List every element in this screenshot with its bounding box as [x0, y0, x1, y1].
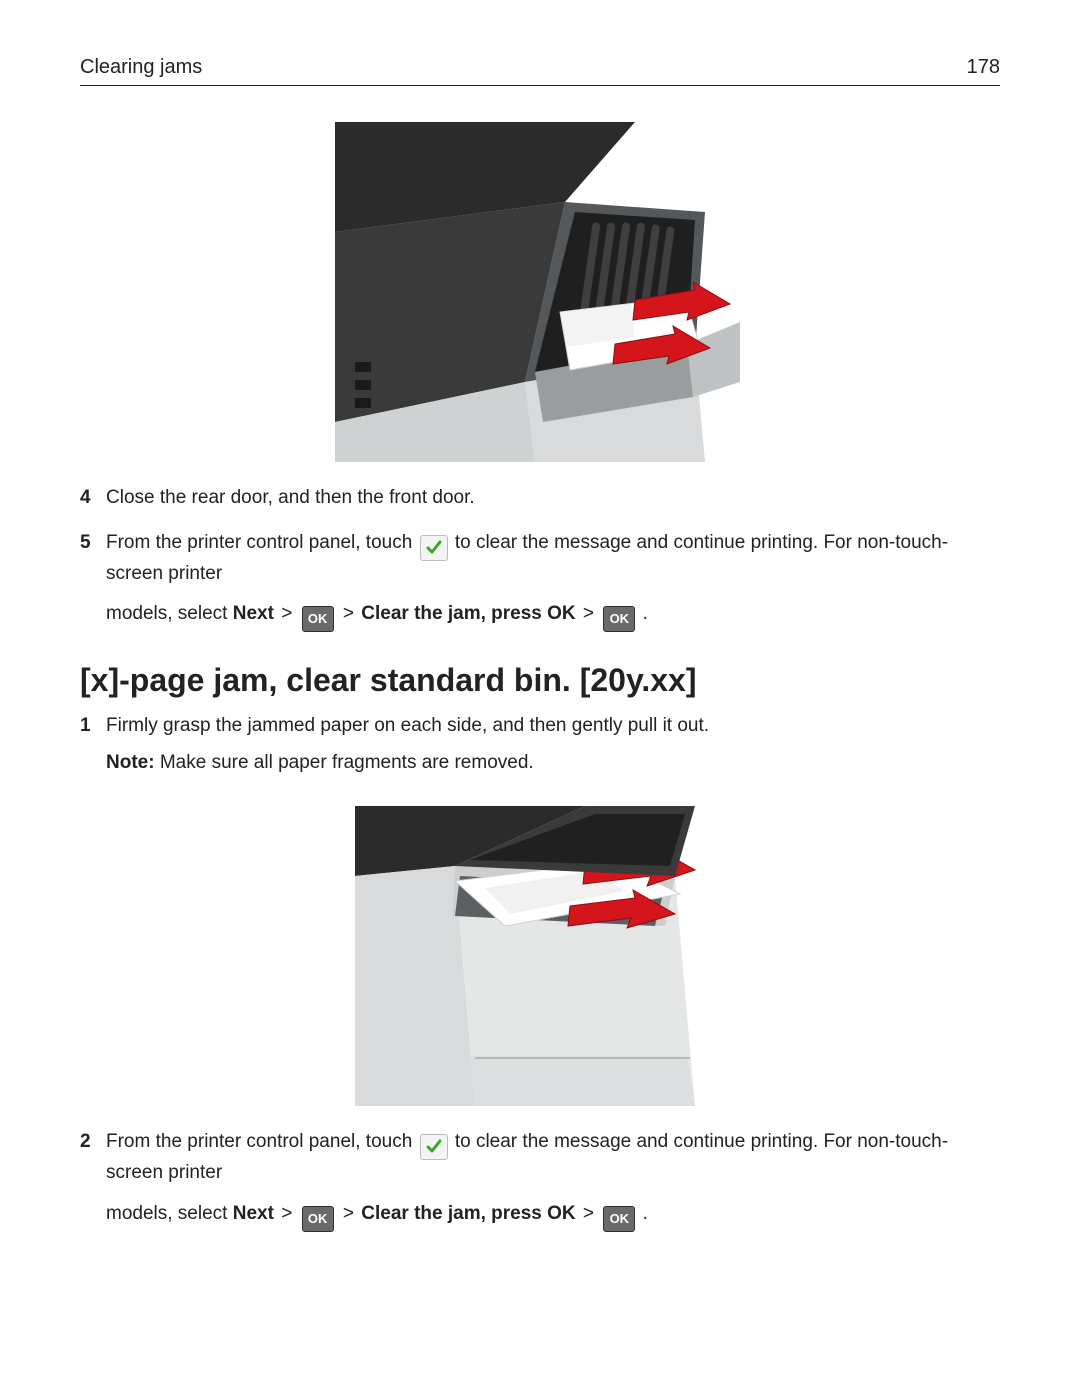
- running-header: Clearing jams 178: [80, 56, 1000, 86]
- text: models, select: [106, 603, 233, 624]
- figure-standard-bin-jam: [80, 806, 1000, 1111]
- text: From the printer control panel, touch: [106, 532, 418, 553]
- step-body: Firmly grasp the jammed paper on each si…: [106, 713, 1000, 776]
- figure-rear-door-jam: [80, 122, 1000, 467]
- note: Note: Make sure all paper fragments are …: [106, 750, 1000, 777]
- step-number: 5: [80, 530, 106, 633]
- checkmark-icon: [420, 1134, 448, 1160]
- text: From the printer control panel, touch: [106, 1131, 418, 1152]
- checkmark-icon: [420, 535, 448, 561]
- step-1: 1 Firmly grasp the jammed paper on each …: [80, 713, 1000, 776]
- gt: >: [279, 603, 294, 624]
- manual-page: Clearing jams 178: [0, 0, 1080, 1397]
- ok-icon: OK: [302, 1206, 334, 1232]
- clear-jam-label: Clear the jam, press OK: [361, 603, 575, 624]
- printer-rear-illustration: [335, 122, 745, 462]
- step-body: From the printer control panel, touch to…: [106, 530, 1000, 633]
- ok-icon: OK: [302, 606, 334, 632]
- step-2: 2 From the printer control panel, touch …: [80, 1129, 1000, 1232]
- section-heading: [x]-page jam, clear standard bin. [20y.x…: [80, 662, 1000, 699]
- period: .: [643, 603, 648, 624]
- step-number: 1: [80, 713, 106, 776]
- steps-section-b2: 2 From the printer control panel, touch …: [80, 1129, 1000, 1232]
- step-line2: models, select Next > OK > Clear the jam…: [106, 601, 1000, 632]
- step-4: 4 Close the rear door, and then the fron…: [80, 485, 1000, 512]
- printer-bin-illustration: [335, 806, 745, 1106]
- next-label: Next: [233, 603, 274, 624]
- ok-icon: OK: [603, 606, 635, 632]
- text: models, select: [106, 1203, 233, 1224]
- step-5: 5 From the printer control panel, touch …: [80, 530, 1000, 633]
- step-line2: models, select Next > OK > Clear the jam…: [106, 1201, 1000, 1232]
- note-text: Make sure all paper fragments are remove…: [160, 752, 534, 773]
- step-number: 2: [80, 1129, 106, 1232]
- gt: >: [341, 1203, 356, 1224]
- page-number: 178: [967, 56, 1000, 79]
- gt: >: [581, 1203, 596, 1224]
- period: .: [643, 1203, 648, 1224]
- steps-section-b: 1 Firmly grasp the jammed paper on each …: [80, 713, 1000, 776]
- ok-icon: OK: [603, 1206, 635, 1232]
- step-text: Close the rear door, and then the front …: [106, 485, 1000, 512]
- clear-jam-label: Clear the jam, press OK: [361, 1203, 575, 1224]
- running-title: Clearing jams: [80, 56, 202, 79]
- step-body: From the printer control panel, touch to…: [106, 1129, 1000, 1232]
- steps-continued: 4 Close the rear door, and then the fron…: [80, 485, 1000, 632]
- gt: >: [581, 603, 596, 624]
- step-number: 4: [80, 485, 106, 512]
- next-label: Next: [233, 1203, 274, 1224]
- step-text: Firmly grasp the jammed paper on each si…: [106, 715, 709, 736]
- gt: >: [279, 1203, 294, 1224]
- note-label: Note:: [106, 752, 160, 773]
- gt: >: [341, 603, 356, 624]
